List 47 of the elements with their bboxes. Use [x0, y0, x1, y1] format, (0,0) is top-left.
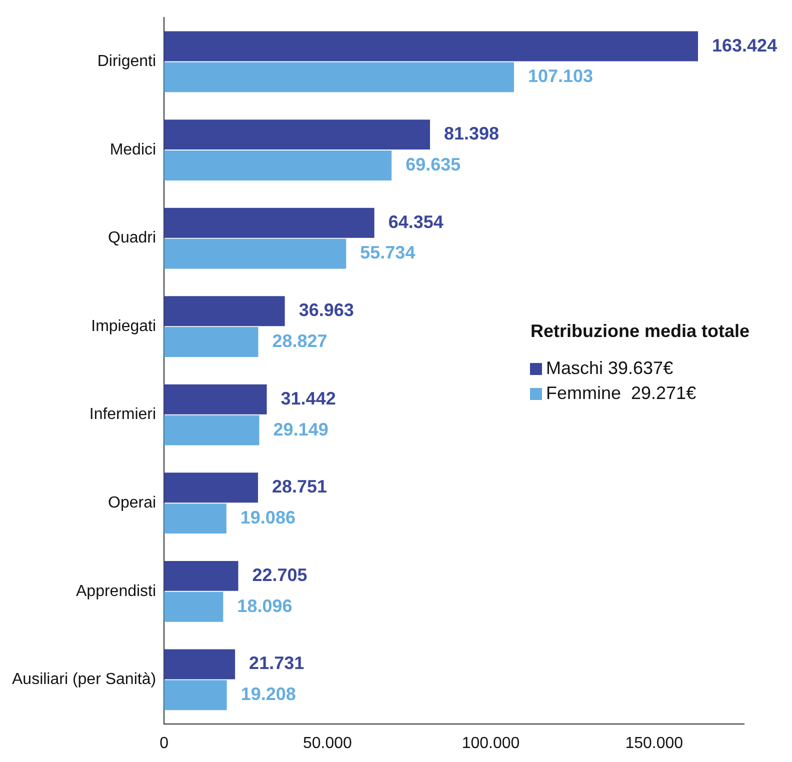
y-tick-label: Dirigenti: [97, 53, 156, 70]
x-tick-label: 50.000: [302, 734, 352, 752]
data-label: 18.096: [237, 596, 292, 616]
data-label: 28.751: [272, 476, 328, 497]
bar: [164, 31, 698, 62]
x-tick-label: 100.000: [462, 734, 520, 752]
bar: [164, 384, 267, 414]
data-label: 29.149: [273, 419, 328, 440]
data-label: 69.635: [406, 154, 461, 174]
bar: [164, 62, 514, 92]
data-label: 36.963: [298, 300, 354, 320]
y-tick-label: Operai: [108, 494, 156, 512]
data-label: 19.086: [240, 508, 296, 528]
data-label: 28.827: [272, 330, 328, 351]
data-label: 64.354: [388, 212, 444, 232]
bar: [164, 415, 260, 446]
y-tick-label: Ausiliari (per Sanità): [12, 671, 156, 688]
y-tick-label: Infermieri: [89, 406, 156, 424]
legend-label: Maschi 39.637€: [546, 358, 674, 379]
bar: [164, 296, 285, 326]
x-tick-label: 0: [160, 734, 169, 752]
data-label: 55.734: [360, 242, 416, 263]
y-tick-label: Impiegati: [91, 318, 156, 335]
data-label: 163.424: [712, 35, 778, 56]
bar: [164, 238, 346, 269]
bar: [164, 120, 430, 150]
bar: [164, 208, 374, 238]
data-label: 107.103: [528, 66, 594, 86]
y-tick-label: Apprendisti: [76, 582, 156, 600]
bar: [164, 472, 258, 503]
bar: [164, 649, 236, 680]
bar: [164, 592, 224, 622]
data-label: 81.398: [444, 124, 500, 144]
x-tick-label: 150.000: [625, 734, 684, 752]
y-tick-label: Medici: [110, 141, 156, 158]
bar: [164, 150, 392, 180]
legend-title: Retribuzione media totale: [530, 320, 750, 343]
bar: [164, 680, 227, 710]
bar: [164, 327, 258, 357]
bar: [164, 560, 238, 591]
legend-label: Femmine 29.271€: [546, 383, 696, 404]
data-label: 22.705: [252, 564, 308, 585]
bar: [164, 504, 226, 534]
data-label: 21.731: [249, 653, 304, 674]
data-label: 19.208: [240, 684, 296, 704]
y-tick-label: Quadri: [108, 230, 156, 247]
data-label: 31.442: [280, 388, 336, 408]
